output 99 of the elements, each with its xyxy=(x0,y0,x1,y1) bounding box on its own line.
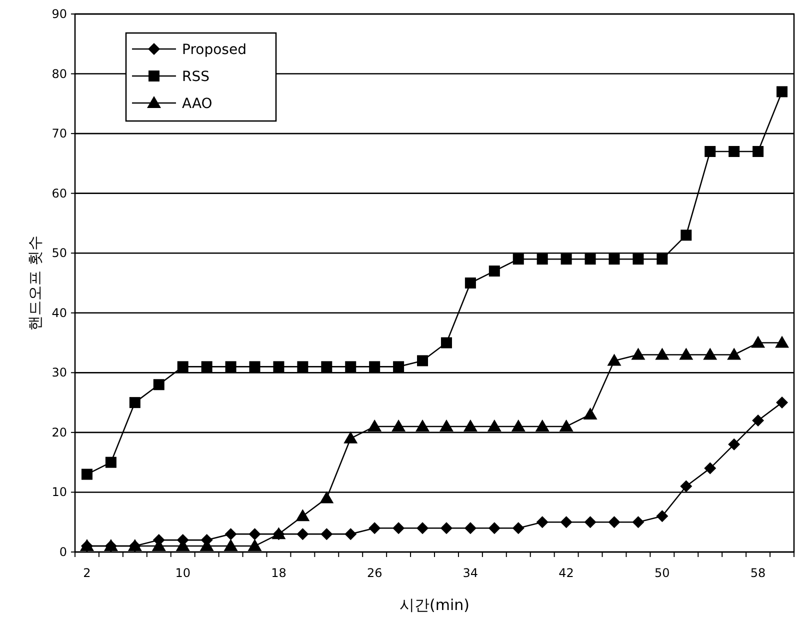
point xyxy=(536,254,548,265)
legend-label: RSS xyxy=(182,69,210,85)
x-tick-label: 26 xyxy=(366,566,382,580)
legend-label: Proposed xyxy=(182,42,246,58)
legend-label: AAO xyxy=(182,96,212,112)
point xyxy=(680,230,692,241)
point xyxy=(248,528,261,540)
point xyxy=(679,348,694,360)
y-tick-label: 70 xyxy=(52,126,67,141)
point xyxy=(751,336,766,348)
x-tick-label: 2 xyxy=(83,566,91,580)
point xyxy=(560,516,572,528)
y-tick-label: 90 xyxy=(52,7,67,21)
y-tick-label: 30 xyxy=(52,366,67,380)
x-tick-label: 42 xyxy=(558,566,574,580)
point xyxy=(656,254,668,265)
point xyxy=(248,539,262,552)
point xyxy=(680,480,692,492)
point xyxy=(752,414,764,426)
point xyxy=(704,146,716,157)
point xyxy=(536,516,548,528)
y-tick-label: 20 xyxy=(52,425,67,440)
point xyxy=(728,438,740,450)
x-tick-label: 58 xyxy=(750,566,766,580)
point xyxy=(608,254,620,265)
point xyxy=(703,348,718,360)
point xyxy=(416,522,429,534)
point xyxy=(177,361,188,372)
point xyxy=(535,419,550,432)
point xyxy=(129,397,140,408)
point xyxy=(559,419,574,432)
x-axis-title: 시간(min) xyxy=(400,596,470,614)
point xyxy=(487,419,502,432)
point xyxy=(512,522,524,534)
point xyxy=(728,146,740,157)
point xyxy=(560,254,572,265)
point xyxy=(655,348,670,360)
point xyxy=(344,431,358,444)
x-tick-label: 50 xyxy=(654,566,670,580)
y-tick-label: 40 xyxy=(52,306,67,320)
point xyxy=(511,419,526,432)
point xyxy=(392,419,406,432)
point xyxy=(607,354,622,366)
point xyxy=(440,337,452,348)
y-tick-label: 50 xyxy=(52,246,67,260)
point xyxy=(776,396,788,409)
point xyxy=(512,254,524,265)
point xyxy=(584,516,596,528)
point xyxy=(752,146,764,157)
point xyxy=(273,361,284,372)
point xyxy=(297,361,308,372)
point xyxy=(344,528,357,540)
point xyxy=(320,491,334,504)
point xyxy=(153,379,164,390)
y-tick-label: 60 xyxy=(52,186,67,200)
point xyxy=(321,361,332,372)
point xyxy=(296,509,310,522)
y-axis-title: 핸드오프 횟수 xyxy=(26,236,44,330)
point xyxy=(440,522,452,534)
point xyxy=(439,419,454,432)
point xyxy=(368,522,381,534)
point xyxy=(704,462,716,474)
point xyxy=(224,528,237,540)
point xyxy=(296,528,309,540)
x-tick-label: 34 xyxy=(462,566,478,580)
point xyxy=(776,86,788,98)
point xyxy=(393,361,404,372)
point xyxy=(631,348,646,360)
point xyxy=(368,419,382,432)
point xyxy=(632,516,644,528)
y-tick-label: 0 xyxy=(59,545,67,559)
point xyxy=(463,419,478,432)
point xyxy=(656,510,668,522)
y-tick-label: 10 xyxy=(52,485,67,500)
point xyxy=(727,348,742,360)
point xyxy=(488,522,500,534)
point xyxy=(464,278,476,288)
point xyxy=(369,361,380,372)
point xyxy=(488,266,500,277)
point xyxy=(464,522,476,534)
point xyxy=(583,408,598,420)
point xyxy=(416,419,430,432)
point xyxy=(632,254,644,265)
point xyxy=(417,355,428,366)
point xyxy=(345,361,356,372)
point xyxy=(775,336,790,348)
point xyxy=(224,539,238,552)
point xyxy=(81,468,92,480)
point xyxy=(608,516,620,528)
point xyxy=(201,361,212,372)
point xyxy=(584,254,596,265)
x-tick-label: 10 xyxy=(175,566,190,580)
point xyxy=(249,361,260,372)
point xyxy=(225,361,236,372)
point xyxy=(105,456,116,468)
point xyxy=(320,528,333,540)
y-tick-label: 80 xyxy=(52,66,67,81)
x-tick-label: 18 xyxy=(271,566,286,580)
point xyxy=(392,522,405,534)
